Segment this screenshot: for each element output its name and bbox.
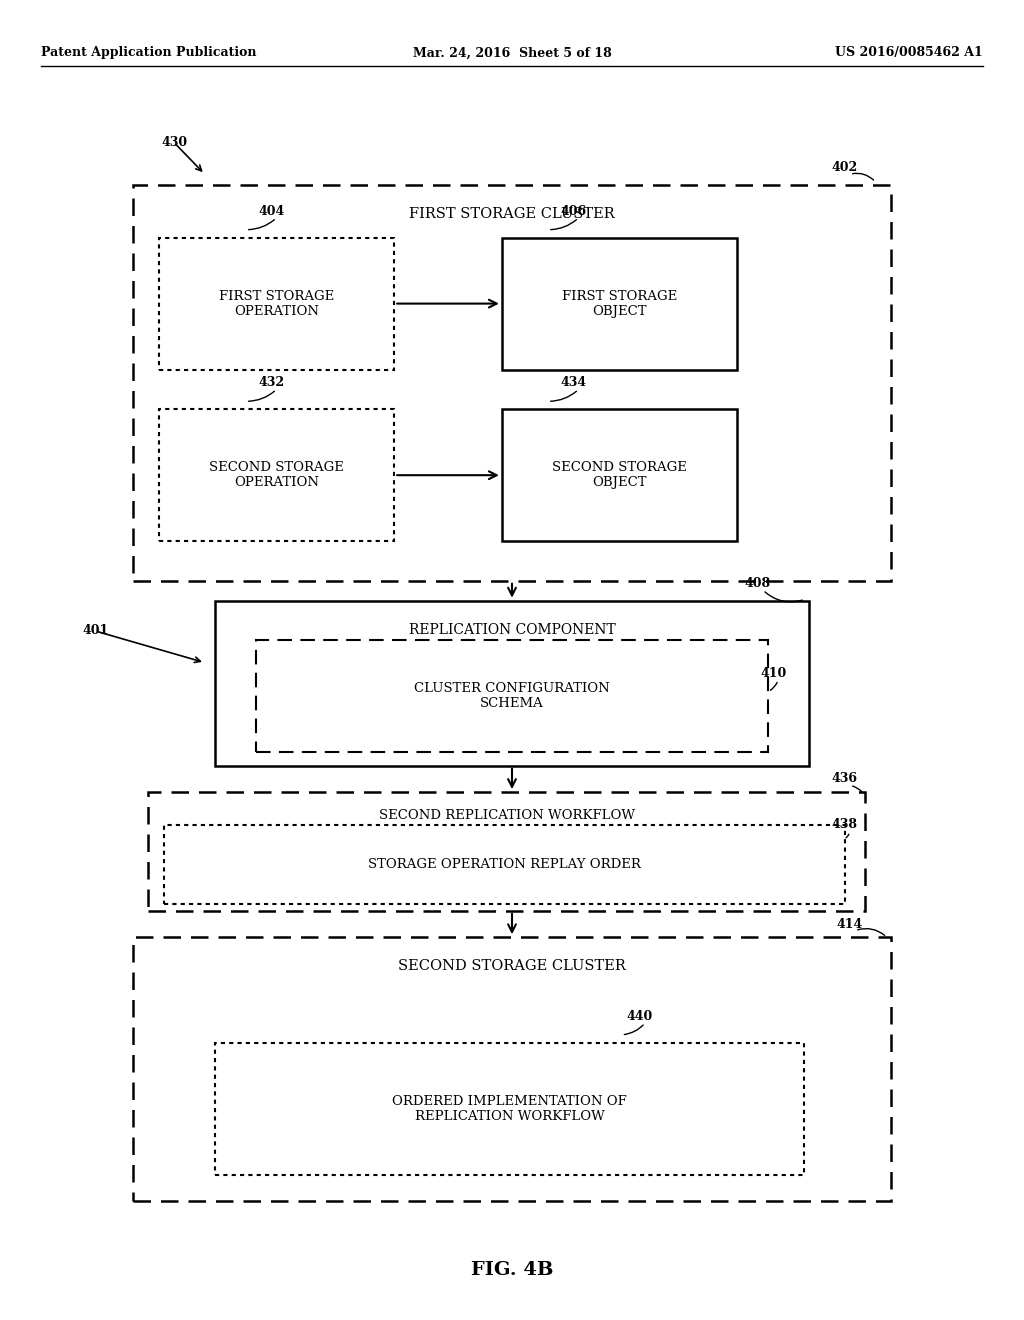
- Bar: [215, 601, 809, 766]
- Text: 440: 440: [627, 1010, 653, 1023]
- Text: FIRST STORAGE
OBJECT: FIRST STORAGE OBJECT: [562, 289, 677, 318]
- Text: CLUSTER CONFIGURATION
SCHEMA: CLUSTER CONFIGURATION SCHEMA: [414, 682, 610, 710]
- Text: Patent Application Publication: Patent Application Publication: [41, 46, 256, 59]
- Text: 430: 430: [161, 136, 187, 149]
- Bar: [159, 238, 394, 370]
- Bar: [215, 1043, 804, 1175]
- Text: SECOND STORAGE
OPERATION: SECOND STORAGE OPERATION: [209, 461, 344, 490]
- Text: FIRST STORAGE
OPERATION: FIRST STORAGE OPERATION: [219, 289, 334, 318]
- Text: 434: 434: [560, 376, 587, 389]
- Text: SECOND STORAGE CLUSTER: SECOND STORAGE CLUSTER: [398, 960, 626, 973]
- Text: Mar. 24, 2016  Sheet 5 of 18: Mar. 24, 2016 Sheet 5 of 18: [413, 46, 611, 59]
- Bar: [256, 640, 768, 752]
- Text: SECOND STORAGE
OBJECT: SECOND STORAGE OBJECT: [552, 461, 687, 490]
- Bar: [148, 792, 865, 911]
- Text: FIG. 4B: FIG. 4B: [471, 1261, 553, 1279]
- Text: 436: 436: [831, 772, 858, 785]
- Text: 404: 404: [258, 205, 285, 218]
- Text: US 2016/0085462 A1: US 2016/0085462 A1: [836, 46, 983, 59]
- Text: ORDERED IMPLEMENTATION OF
REPLICATION WORKFLOW: ORDERED IMPLEMENTATION OF REPLICATION WO…: [392, 1094, 627, 1123]
- Bar: [133, 937, 891, 1201]
- Text: 401: 401: [82, 624, 109, 638]
- Text: 432: 432: [258, 376, 285, 389]
- Bar: [159, 409, 394, 541]
- Text: 402: 402: [831, 161, 858, 174]
- Text: 408: 408: [744, 577, 771, 590]
- Text: 438: 438: [831, 818, 858, 832]
- Text: 414: 414: [837, 917, 863, 931]
- Text: 410: 410: [760, 667, 786, 680]
- Bar: [164, 825, 845, 904]
- Text: REPLICATION COMPONENT: REPLICATION COMPONENT: [409, 623, 615, 636]
- Text: STORAGE OPERATION REPLAY ORDER: STORAGE OPERATION REPLAY ORDER: [368, 858, 641, 871]
- Bar: [502, 409, 737, 541]
- Text: SECOND REPLICATION WORKFLOW: SECOND REPLICATION WORKFLOW: [379, 809, 635, 822]
- Bar: [133, 185, 891, 581]
- Text: 406: 406: [560, 205, 587, 218]
- Bar: [502, 238, 737, 370]
- Text: FIRST STORAGE CLUSTER: FIRST STORAGE CLUSTER: [410, 207, 614, 220]
